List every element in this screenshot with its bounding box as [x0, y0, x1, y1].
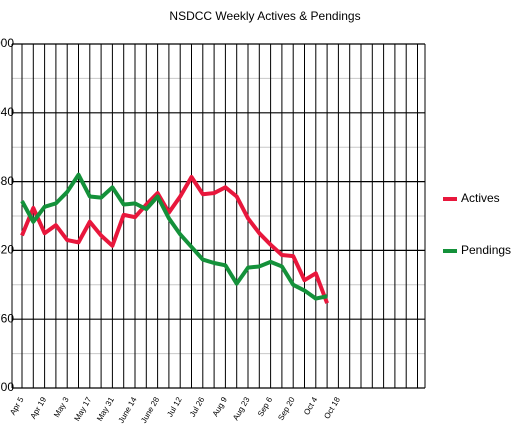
x-tick-label: May 31 — [95, 395, 116, 423]
x-tick-label: June 28 — [139, 395, 161, 425]
x-tick-label: Oct 4 — [302, 395, 320, 417]
x-tick-label: Jul 26 — [188, 395, 207, 418]
x-tick-label: Apr 5 — [8, 395, 26, 417]
x-tick-label: Oct 18 — [322, 395, 342, 420]
y-tick-label: 880 — [0, 174, 14, 188]
y-tick-label: 940 — [0, 105, 14, 119]
x-tick-label: Jul 12 — [165, 395, 184, 418]
line-series — [20, 172, 328, 301]
legend-label: Pendings — [461, 243, 511, 257]
line-series — [20, 175, 329, 304]
y-tick-label: 1000 — [0, 36, 14, 50]
x-tick-label: Aug 9 — [211, 395, 230, 418]
legend-label: Actives — [461, 191, 500, 205]
chart-title: NSDCC Weekly Actives & Pendings — [169, 9, 360, 23]
y-tick-label: 820 — [0, 243, 14, 257]
x-tick-label: May 17 — [72, 395, 93, 423]
x-tick-label: June 14 — [117, 395, 139, 425]
x-tick-label: Apr 19 — [29, 395, 49, 420]
y-tick-label: 760 — [0, 311, 14, 325]
y-tick-label: 700 — [0, 380, 14, 394]
x-tick-label: Aug 23 — [231, 395, 252, 422]
x-tick-label: Sep 20 — [276, 395, 297, 422]
x-tick-label: Sep 6 — [256, 395, 275, 418]
x-tick-label: May 3 — [52, 395, 71, 419]
